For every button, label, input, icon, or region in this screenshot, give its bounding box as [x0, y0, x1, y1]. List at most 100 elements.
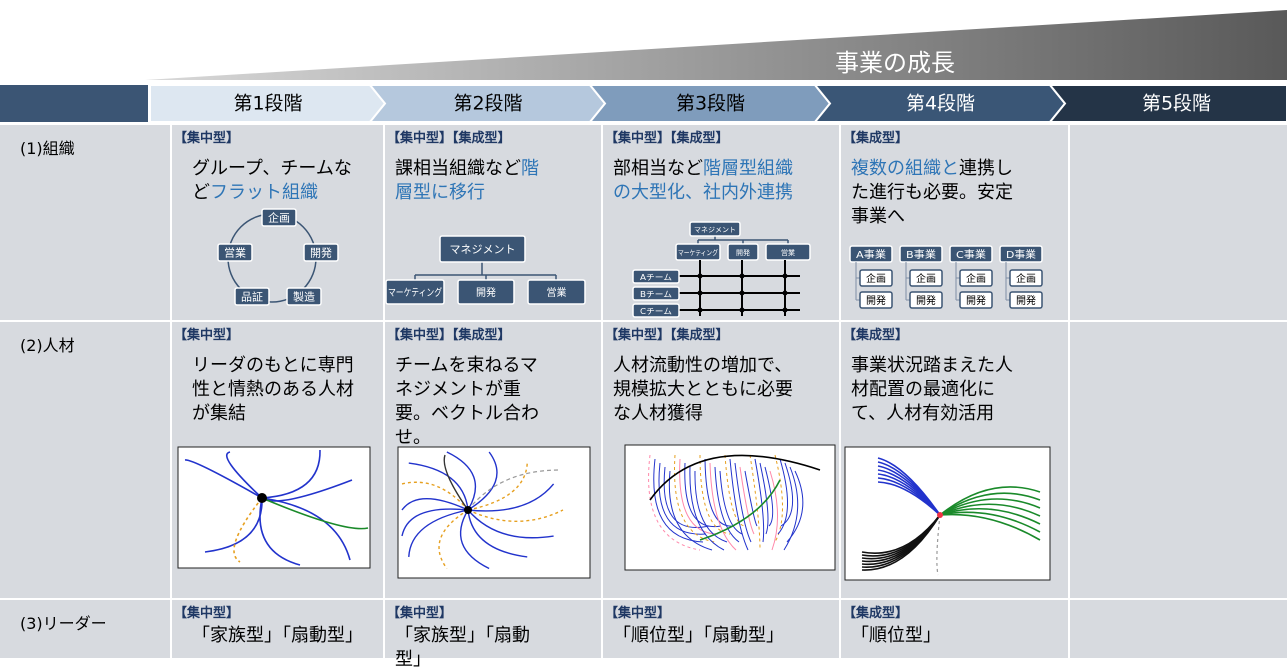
diagram-box: [959, 269, 993, 287]
matrix-dot: [697, 307, 703, 313]
diagram-box: [286, 287, 322, 306]
network-edge: [764, 466, 774, 527]
cell-tags: 【集中型】: [174, 131, 240, 146]
row-label: (3)リーダー: [20, 614, 107, 633]
network-edge: [719, 470, 743, 535]
cell-bg: [1070, 125, 1287, 320]
cell-bg: [0, 600, 170, 658]
diagram-label: C事業: [956, 248, 986, 261]
network-edge: [408, 509, 469, 557]
matrix-dot: [697, 290, 703, 296]
diagram-box: [261, 208, 297, 227]
text-segment: リーダのもとに専門性と情熱のある人材が集結: [192, 355, 354, 424]
cell-bg: [841, 600, 1068, 658]
text-segment: 人材流動性の増加で、規模拡大とともに必要な人材獲得: [613, 355, 793, 424]
network-edge: [777, 458, 788, 535]
network-edge: [408, 462, 469, 511]
diagram-box: [234, 287, 270, 306]
network-edge: [709, 462, 737, 551]
cell-tags: 【集中型】【集成型】: [387, 131, 511, 146]
cell-text: 「順位型」「扇動型」: [613, 624, 795, 648]
cell-text: 人材流動性の増加で、規模拡大とともに必要な人材獲得: [613, 354, 801, 426]
diagram-label: 開発: [310, 246, 332, 260]
network-edge: [467, 469, 561, 511]
stage-label: 第4段階: [906, 93, 975, 115]
matrix-dot: [782, 290, 788, 296]
growth-label: 事業の成長: [835, 49, 955, 77]
diagram-label: D事業: [1006, 248, 1036, 261]
text-segment: 課相当組織など: [395, 158, 521, 179]
diagram-box: [949, 245, 993, 263]
network-edge: [204, 497, 263, 553]
diagram-label: 営業: [781, 248, 795, 257]
network-edge: [861, 514, 941, 571]
network-edge: [699, 479, 781, 541]
network-edge: [694, 470, 728, 543]
cell-bg: [0, 322, 170, 598]
cell-bg: [385, 600, 601, 658]
cell-text: 部相当など階層型組織の大型化、社内外連携: [613, 157, 795, 205]
cell-tags: 【集成型】: [843, 131, 909, 146]
matrix-dot: [739, 290, 745, 296]
cell-tags: 【集中型】【集成型】: [605, 328, 729, 343]
network-edge: [459, 509, 490, 570]
network-edge: [936, 514, 941, 576]
matrix-dot: [739, 307, 745, 313]
stage-label: 第5段階: [1142, 93, 1211, 115]
cell-text: 事業状況踏まえた人材配置の最適化にて、人材有効活用: [851, 354, 1023, 426]
network-edge: [467, 509, 528, 558]
network-edge: [714, 466, 740, 543]
network-edge: [467, 483, 555, 512]
diagram-label: マーケティング: [388, 286, 442, 299]
cell-tags: 【集中型】: [387, 606, 453, 621]
diagram-box: [632, 269, 680, 284]
cell-bg: [841, 125, 1068, 320]
network-edge: [225, 451, 263, 499]
diagram-box: [675, 243, 721, 261]
network-edge: [233, 497, 263, 563]
diagram-box: [632, 286, 680, 301]
diagram-box: [909, 269, 943, 287]
diagram-label: 企画: [966, 272, 986, 285]
matrix-dot: [739, 273, 745, 279]
network-edge: [729, 458, 749, 551]
diagram-box: [959, 291, 993, 309]
diagram-box: [1009, 291, 1043, 309]
network-node: [464, 506, 472, 514]
cell-text: リーダのもとに専門性と情熱のある人材が集結: [192, 354, 362, 426]
diagram-label: Bチーム: [640, 290, 672, 299]
diagram-label: Aチーム: [640, 273, 672, 282]
diagram-label: 企画: [268, 211, 290, 225]
network-edge: [939, 507, 1041, 525]
diagram-label: 開発: [966, 294, 986, 307]
network-edge: [739, 466, 755, 535]
diagram-label: 製造: [293, 290, 315, 304]
cell-text: チームを束ねるマネジメントが重要。ベクトル合わせ。: [395, 354, 547, 450]
network-edge: [734, 462, 752, 543]
text-segment: 「家族型」「扇動型」: [192, 625, 363, 646]
diagram-label: 開発: [736, 248, 750, 257]
cell-bg: [1070, 322, 1287, 598]
diagram-box: [385, 279, 445, 305]
text-segment: 事業状況踏まえた人材配置の最適化にて、人材有効活用: [851, 355, 1013, 424]
network-edge: [648, 454, 701, 551]
cell-tags: 【集中型】【集成型】: [605, 131, 729, 146]
text-segment: 連携した進行も必要。安定事業へ: [851, 158, 1013, 227]
network-edge: [769, 470, 778, 551]
network-edge: [939, 503, 1041, 517]
network-image: [177, 446, 371, 569]
network-edge: [261, 449, 321, 499]
cell-text: 複数の組織と連携した進行も必要。安定事業へ: [851, 157, 1023, 229]
network-node: [937, 512, 943, 518]
text-segment: チームを束ねるマネジメントが重要。ベクトル合わせ。: [395, 355, 539, 448]
text-segment: 「順位型」「扇動型」: [613, 625, 784, 646]
diagram-label: マネジメント: [450, 243, 516, 256]
network-edge: [401, 508, 469, 537]
diagram-box: [859, 291, 893, 309]
cell-text: グループ、チームなどフラット組織: [192, 157, 362, 205]
diagram-label: 営業: [224, 246, 246, 260]
network-edge: [446, 451, 477, 511]
network-edge: [877, 481, 941, 516]
network-edge: [939, 498, 1041, 516]
diagram-box: [217, 243, 253, 262]
